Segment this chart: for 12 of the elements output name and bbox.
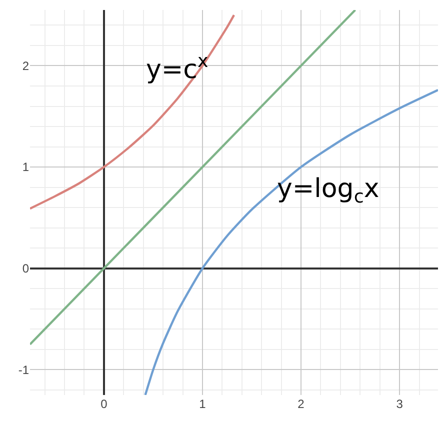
- y-tick-label: 2: [22, 58, 30, 73]
- x-tick-label: 2: [298, 397, 305, 411]
- line-series: [30, 14, 236, 210]
- annotation: y=c$^{x}$: [146, 51, 208, 85]
- x-tick-label: 3: [396, 397, 404, 411]
- x-tick-label: 0: [100, 397, 108, 411]
- y-tick-label: 1: [22, 160, 30, 174]
- line-series: [144, 88, 438, 395]
- annotation: y=log$_{c}$x: [277, 174, 380, 208]
- y-tick-label: 0: [22, 262, 30, 276]
- x-tick-label: 1: [199, 397, 206, 411]
- y-tick-label: -1: [18, 362, 30, 377]
